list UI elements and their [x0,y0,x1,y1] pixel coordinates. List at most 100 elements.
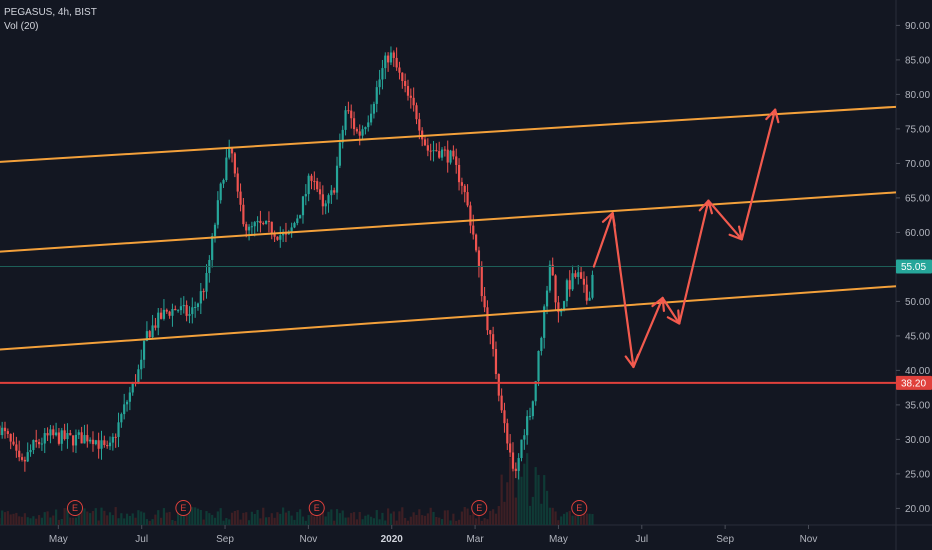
volume-bar [15,512,18,525]
candle-body [296,218,299,224]
candle-body [355,129,359,132]
volume-bar [159,517,163,525]
chart-legend: PEGASUS, 4h, BIST Vol (20) [4,6,97,34]
candle-body [91,439,95,445]
volume-bar [338,513,341,525]
volume-bar [140,511,143,525]
volume-bar [483,518,486,525]
time-axis[interactable]: May Jul Sep Nov 2020 Mar May Jul Sep Nov [49,525,817,545]
volume-bar [545,490,549,525]
candle-body [63,430,66,440]
volume-bar [168,511,171,525]
candle-body [509,443,512,453]
time-tick-label: May [549,534,568,545]
volume-bar [588,513,591,525]
volume-bar [89,513,92,525]
candle-body [162,309,166,319]
volume-bar [392,511,395,525]
earnings-marker [471,500,488,516]
volume-bar [279,513,282,525]
candle-body [330,190,333,196]
volume-bar [330,509,333,525]
candle-body [565,280,569,302]
volume-bar [213,517,217,525]
candle-body [562,301,566,310]
candle-body [43,433,46,444]
volume-bar [233,510,236,525]
projection-segment [611,211,635,369]
candle-body [440,149,444,158]
candle-body [489,330,492,335]
candle-body [372,103,376,114]
candle-body [449,150,452,163]
candle-body [128,392,131,402]
candle-body [117,422,120,437]
volume-bar [369,516,373,525]
volume-bar [560,516,563,525]
candle-body [364,127,367,130]
candle-body [517,458,520,471]
candle-body [74,434,78,446]
candle-body [537,350,540,382]
candle-body [194,306,197,308]
price-axis[interactable]: 90.0085.0080.0075.0070.0065.0060.0055.00… [896,21,930,515]
candle-body [401,72,404,81]
volume-bar [344,517,347,525]
candle-body [361,129,364,136]
symbol-title[interactable]: PEGASUS, 4h, BIST [4,7,97,18]
volume-bar [97,520,100,525]
candle-body [89,439,92,442]
candle-body [171,308,174,316]
volume-bar [137,510,140,525]
earnings-marker-label: E [576,503,582,513]
volume-bar [151,519,154,525]
volume-bar [551,507,554,525]
volume-bar [23,513,26,525]
volume-bar [273,517,276,525]
volume-bar [466,508,469,525]
volume-bar [12,513,15,525]
price-tick-label: 60.00 [905,228,930,239]
volume-bar [228,519,231,525]
volume-bar [304,520,307,525]
candle-body [222,180,225,184]
candle-body [29,449,32,453]
candle-body [455,156,458,165]
candle-body [168,311,171,316]
candle-body [154,325,157,328]
volume-bar [259,518,262,525]
candle-body [571,273,574,290]
earnings-marker-label: E [72,503,78,513]
volume-bar [307,515,310,525]
volume-bar [9,514,12,525]
volume-bar [6,511,9,525]
volume-bar [446,510,449,525]
earnings-marker [175,500,192,516]
price-tick-label: 75.00 [905,124,930,135]
volume-bar [582,509,586,525]
volume-bar [492,509,495,525]
volume-bar [72,517,75,525]
volume-bar [497,506,500,525]
candle-body [378,79,381,88]
candle-body [228,147,231,158]
volume-bar [148,520,151,525]
candle-body [412,97,415,106]
candle-body [242,204,245,225]
candle-body [125,401,129,405]
candle-body [429,150,432,152]
candle-body [577,272,580,277]
volume-bar [438,517,441,525]
candle-body [321,194,324,207]
last-price-badge: 55.05 [901,262,926,273]
volume-bar [361,519,364,525]
candle-body [77,432,80,435]
volume-indicator-label[interactable]: Vol (20) [4,21,39,32]
price-tick-label: 70.00 [905,159,930,170]
candle-body [72,435,75,446]
candle-body [9,433,12,442]
time-tick-label: Sep [716,534,734,545]
volume-bars [0,452,594,525]
